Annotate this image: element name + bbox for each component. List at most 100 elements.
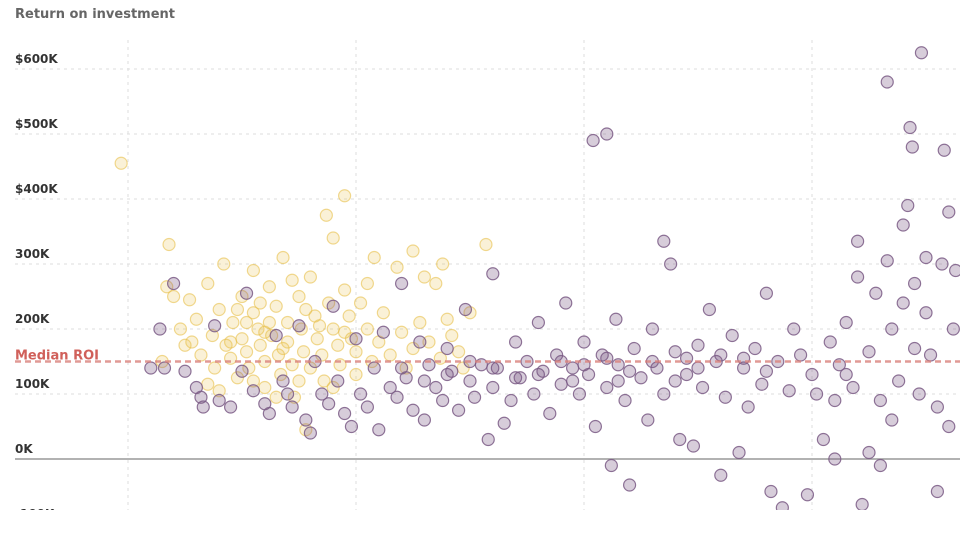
data-point bbox=[338, 283, 352, 297]
data-point bbox=[417, 413, 431, 427]
data-point bbox=[702, 302, 717, 317]
data-point bbox=[748, 341, 762, 356]
data-point bbox=[310, 332, 324, 346]
data-point bbox=[452, 345, 466, 359]
data-point bbox=[167, 289, 181, 304]
data-point bbox=[445, 328, 459, 343]
data-point bbox=[230, 302, 245, 317]
data-point bbox=[349, 367, 363, 382]
data-point bbox=[303, 426, 317, 440]
data-point bbox=[914, 46, 929, 60]
data-point bbox=[114, 156, 128, 170]
data-point bbox=[395, 361, 409, 375]
data-point bbox=[292, 374, 306, 388]
data-point bbox=[390, 390, 404, 404]
data-point bbox=[299, 302, 313, 317]
data-point bbox=[839, 315, 853, 330]
data-point bbox=[258, 325, 272, 339]
data-point bbox=[178, 364, 192, 378]
data-point bbox=[850, 234, 865, 248]
data-point bbox=[201, 377, 215, 391]
data-point bbox=[828, 393, 842, 408]
data-point bbox=[504, 393, 518, 408]
data-point bbox=[764, 484, 778, 499]
data-point bbox=[303, 270, 317, 284]
data-point bbox=[189, 312, 203, 326]
data-point bbox=[436, 393, 450, 408]
data-point bbox=[367, 361, 381, 375]
data-point bbox=[429, 276, 443, 291]
data-point bbox=[809, 387, 824, 401]
data-point bbox=[673, 432, 687, 447]
data-point bbox=[946, 322, 960, 336]
data-point bbox=[287, 390, 302, 404]
data-point bbox=[212, 384, 226, 398]
data-point bbox=[559, 296, 573, 310]
data-point bbox=[823, 335, 837, 349]
data-point bbox=[641, 413, 655, 427]
data-point bbox=[937, 143, 951, 157]
data-point bbox=[319, 208, 333, 222]
data-point bbox=[912, 387, 926, 401]
data-point bbox=[201, 276, 215, 291]
data-point bbox=[622, 478, 637, 492]
data-point bbox=[395, 276, 409, 291]
data-point bbox=[322, 397, 336, 411]
data-point bbox=[326, 299, 340, 313]
data-point bbox=[531, 367, 546, 382]
data-point bbox=[239, 345, 254, 359]
data-point bbox=[212, 302, 226, 317]
data-point bbox=[258, 380, 272, 395]
data-point bbox=[390, 260, 404, 274]
data-point bbox=[383, 348, 397, 362]
data-point bbox=[880, 254, 894, 268]
data-point bbox=[251, 322, 265, 336]
data-point bbox=[930, 400, 945, 414]
data-point bbox=[269, 328, 283, 343]
data-point bbox=[463, 374, 477, 388]
data-point bbox=[855, 497, 869, 510]
data-point bbox=[395, 325, 409, 339]
data-point bbox=[157, 361, 172, 375]
data-point bbox=[276, 374, 290, 388]
data-point bbox=[344, 419, 359, 434]
data-point bbox=[775, 501, 789, 510]
y-tick-label: 100K bbox=[15, 377, 50, 391]
data-point bbox=[586, 133, 600, 148]
data-point bbox=[317, 374, 331, 388]
data-point bbox=[212, 393, 226, 408]
data-point bbox=[782, 384, 796, 398]
data-point bbox=[360, 276, 374, 291]
data-point bbox=[907, 276, 922, 291]
data-point bbox=[892, 374, 906, 388]
data-point bbox=[645, 322, 660, 336]
data-point bbox=[312, 319, 327, 333]
data-point bbox=[194, 390, 208, 404]
data-point bbox=[281, 387, 295, 401]
data-point bbox=[691, 338, 705, 352]
data-point bbox=[153, 322, 167, 336]
data-point bbox=[479, 237, 493, 252]
data-point bbox=[224, 400, 238, 414]
data-point bbox=[194, 348, 208, 362]
data-point bbox=[205, 328, 219, 343]
data-point bbox=[862, 445, 876, 460]
data-point bbox=[543, 406, 557, 421]
data-point bbox=[923, 348, 938, 362]
data-point bbox=[417, 374, 431, 388]
data-point bbox=[326, 231, 340, 245]
data-point bbox=[885, 413, 899, 427]
data-point bbox=[481, 432, 495, 447]
data-point bbox=[458, 302, 473, 317]
data-point bbox=[949, 263, 960, 278]
data-point bbox=[331, 374, 345, 388]
data-point bbox=[185, 335, 199, 349]
data-point bbox=[269, 390, 283, 404]
series-1 bbox=[144, 46, 960, 510]
data-point bbox=[600, 127, 614, 141]
data-point bbox=[508, 335, 523, 349]
y-tick-label: $400K bbox=[15, 182, 58, 196]
data-point bbox=[208, 319, 222, 333]
data-point bbox=[862, 345, 876, 359]
data-point bbox=[850, 270, 865, 284]
